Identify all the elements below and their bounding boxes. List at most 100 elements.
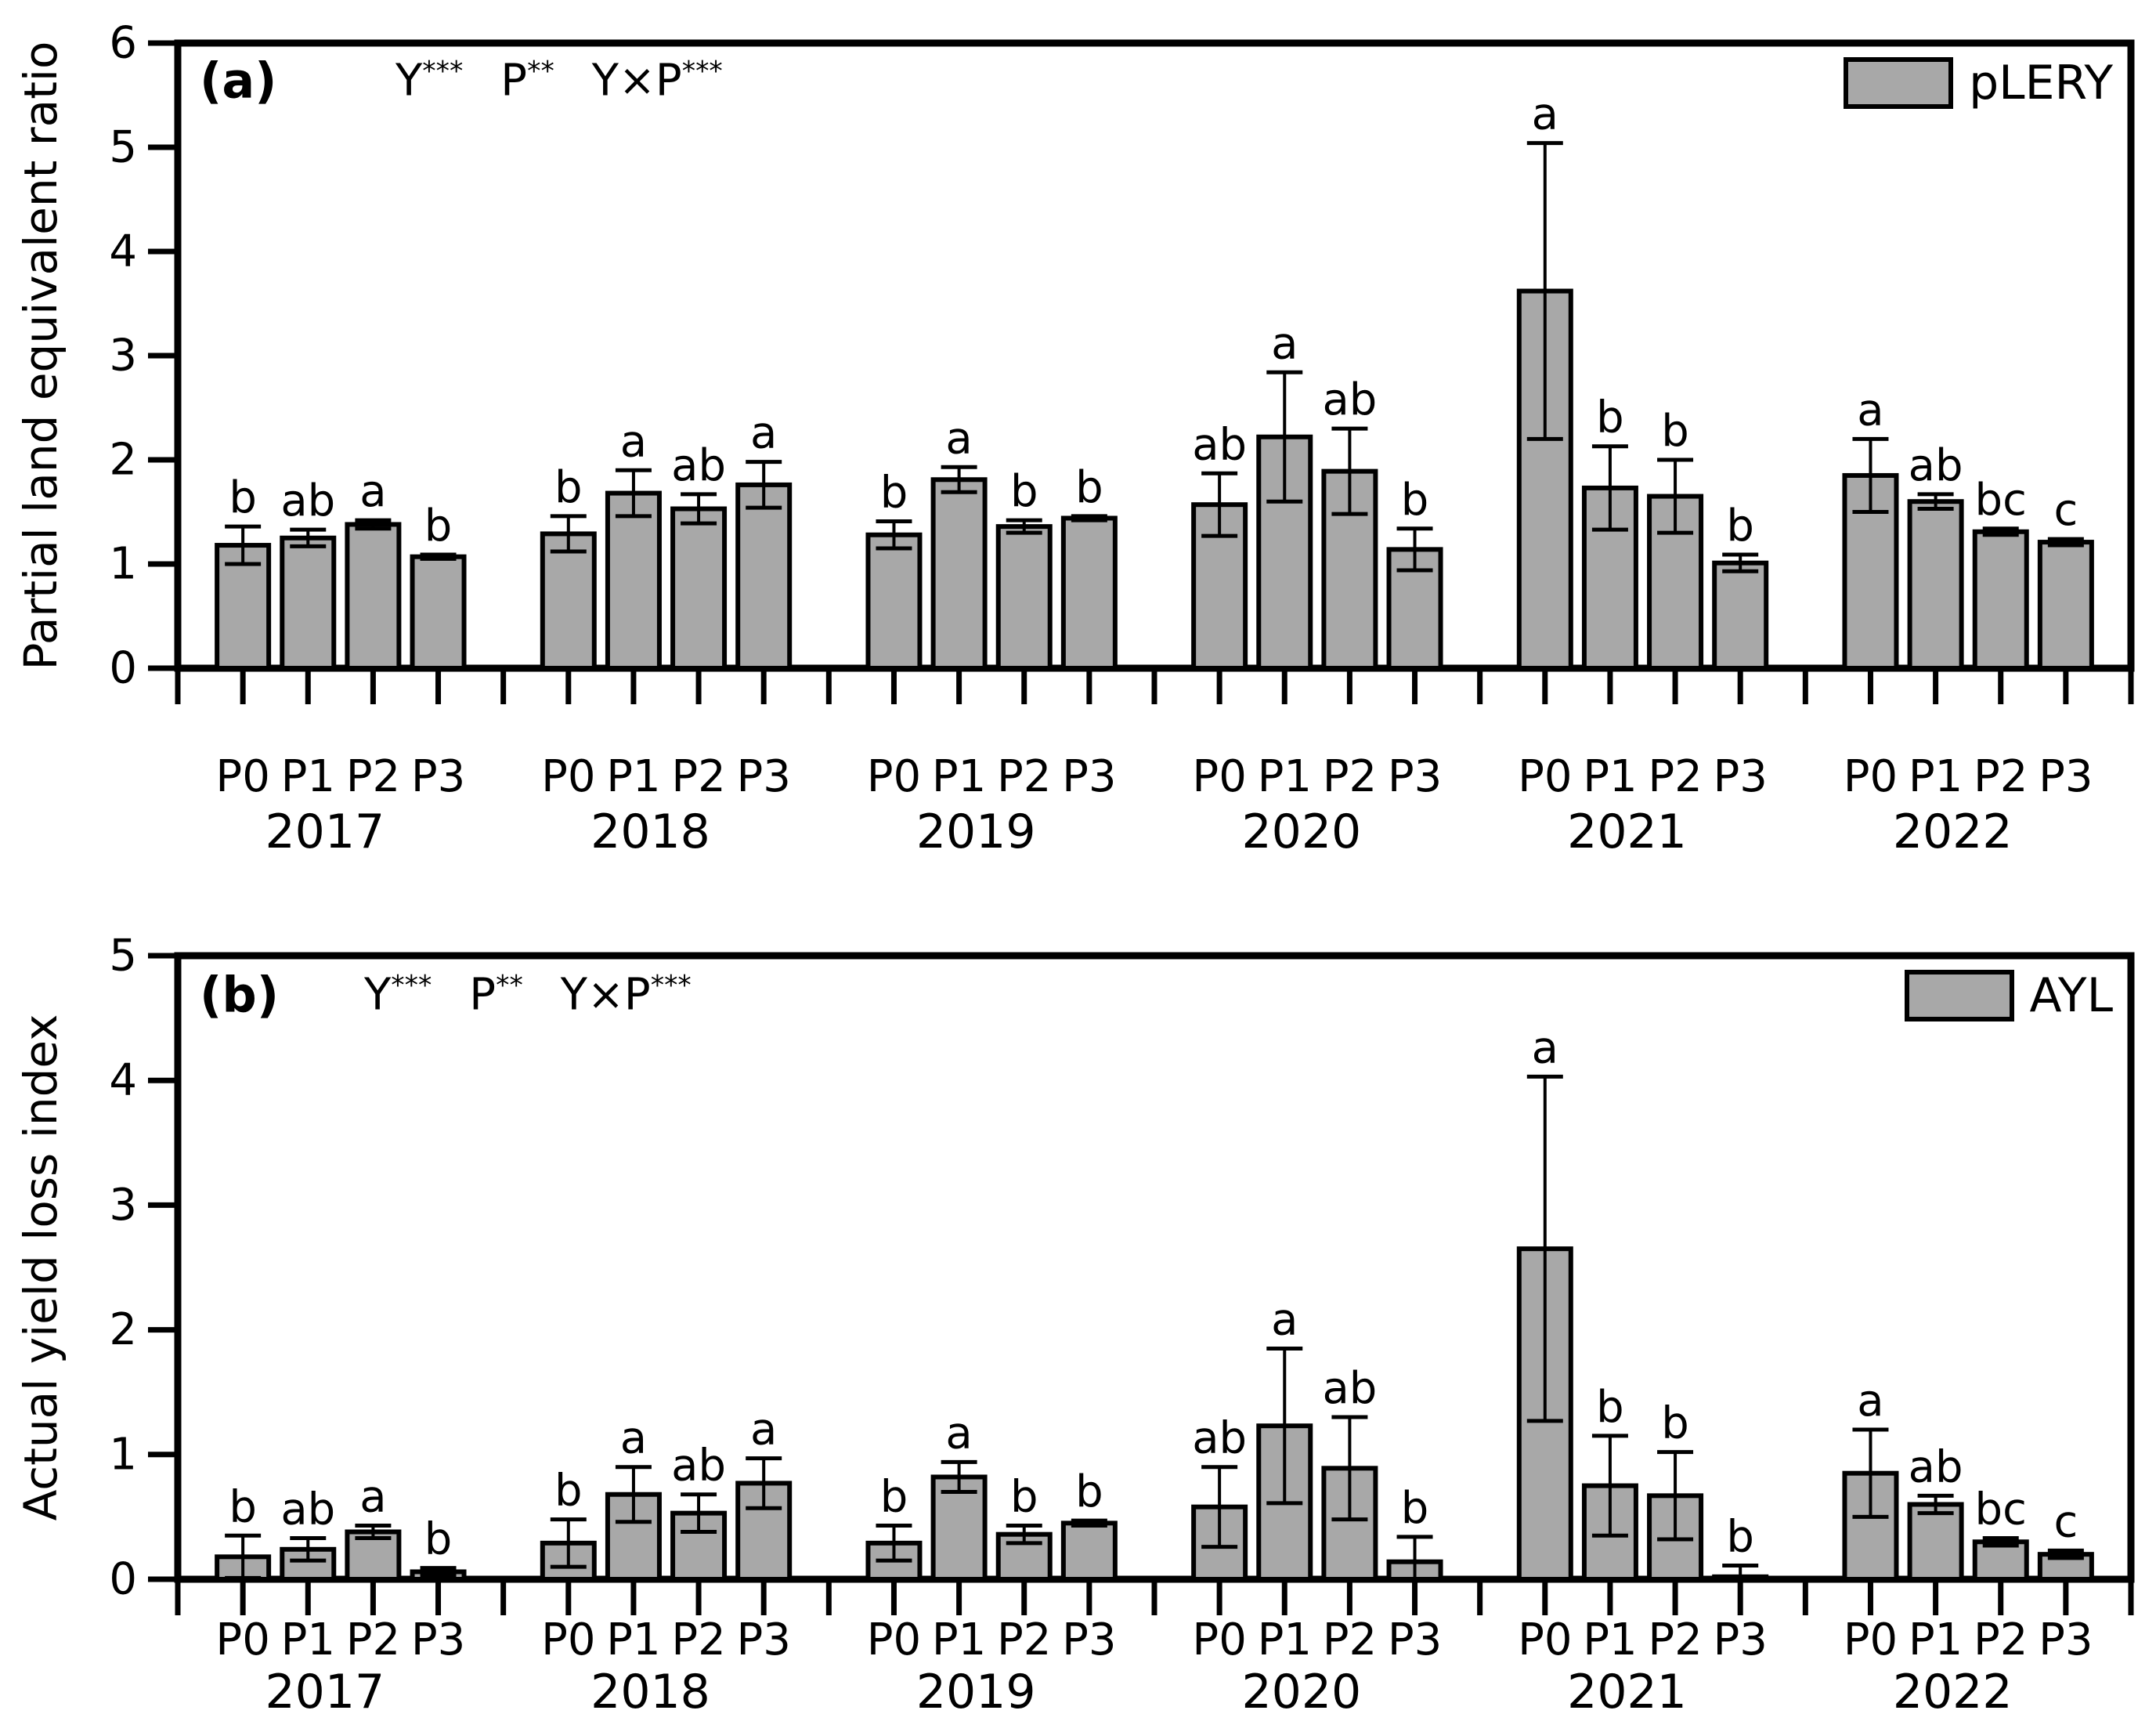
treatment-label: P1: [932, 751, 986, 802]
sig-letter: b: [554, 1466, 583, 1517]
treatment-label: P2: [1974, 751, 2028, 802]
y-tick-label: 4: [109, 1055, 137, 1106]
sig-letter: ab: [1192, 1413, 1247, 1464]
treatment-label: P1: [1909, 751, 1963, 802]
treatment-label: P2: [1648, 1614, 1702, 1665]
bar: [1907, 499, 1964, 671]
treatment-label: P2: [346, 1614, 400, 1665]
treatment-label: P3: [2039, 751, 2093, 802]
treatment-label: P3: [1713, 1614, 1767, 1665]
legend-label-pLERY: pLERY: [1969, 56, 2113, 110]
year-label: 2017: [265, 805, 385, 859]
year-label: 2022: [1893, 1665, 2013, 1719]
bar: [1060, 1520, 1118, 1582]
sig-letter: a: [359, 466, 386, 517]
year-label: 2022: [1893, 805, 2013, 859]
treatment-label: P3: [736, 1614, 790, 1665]
treatment-label: P3: [1388, 751, 1442, 802]
treatment-label: P3: [736, 751, 790, 802]
year-label: 2020: [1241, 1665, 1361, 1719]
treatment-label: P0: [867, 751, 921, 802]
y-tick-label: 3: [109, 1180, 137, 1231]
sig-letter: ab: [1322, 1363, 1377, 1414]
y-tick-label: 2: [109, 1304, 137, 1355]
anova-term-year: Y***: [364, 969, 432, 1021]
panel-a-letter: (a): [200, 52, 277, 110]
bar: [410, 554, 467, 671]
treatment-label: P2: [1323, 1614, 1377, 1665]
sig-letter: ab: [1192, 419, 1247, 470]
sig-letter: b: [1010, 466, 1038, 517]
treatment-label: P2: [1323, 751, 1377, 802]
sig-letter: a: [620, 416, 647, 467]
treatment-label: P0: [1844, 751, 1898, 802]
treatment-label: P3: [2039, 1614, 2093, 1665]
sig-letter: ab: [1322, 374, 1377, 425]
sig-letter: ab: [280, 475, 335, 526]
plot-frame: [174, 39, 2135, 672]
legend-label-AYL: AYL: [2029, 968, 2113, 1023]
treatment-label: P1: [606, 1614, 660, 1665]
sig-letter: b: [1075, 462, 1103, 513]
bar: [995, 524, 1053, 671]
sig-letter: b: [1726, 501, 1754, 551]
sig-letter: b: [554, 462, 583, 513]
treatment-label: P3: [1713, 751, 1767, 802]
treatment-label: P1: [1583, 1614, 1637, 1665]
sig-letter: ab: [1909, 1441, 1963, 1492]
treatment-label: P0: [1844, 1614, 1898, 1665]
sig-letter: b: [1661, 406, 1689, 457]
bar: [930, 477, 988, 671]
sig-letter: ab: [671, 440, 726, 491]
sig-letter: a: [359, 1472, 386, 1523]
sig-letter: b: [1726, 1511, 1754, 1562]
sig-letter: ab: [671, 1441, 726, 1492]
bar: [1060, 515, 1118, 671]
sig-letter: a: [1532, 1022, 1558, 1073]
treatment-label: P0: [541, 751, 595, 802]
year-label: 2019: [916, 1665, 1036, 1719]
treatment-label: P2: [997, 1614, 1051, 1665]
panel-a-y-axis-title: Partial land equivalent ratio: [14, 41, 67, 671]
sig-letter: bc: [1975, 1484, 2027, 1535]
bar: [1907, 1502, 1964, 1582]
sig-letter: b: [1075, 1466, 1103, 1517]
sig-letter: b: [1661, 1398, 1689, 1449]
sig-letter: b: [1401, 1483, 1429, 1534]
sig-letter: a: [945, 413, 972, 464]
sig-letter: ab: [280, 1484, 335, 1535]
anova-term-year: Y***: [395, 55, 464, 107]
sig-letter: a: [1271, 1294, 1298, 1345]
y-tick-label: 1: [109, 1429, 137, 1480]
treatment-label: P0: [867, 1614, 921, 1665]
bar: [345, 522, 402, 671]
year-label: 2018: [590, 805, 710, 859]
treatment-label: P1: [281, 751, 335, 802]
sig-letter: a: [620, 1413, 647, 1464]
sig-letter: a: [750, 408, 777, 459]
panel-a-legend: pLERY: [1844, 57, 2113, 109]
treatment-label: P2: [671, 751, 725, 802]
anova-term-treatment: P**: [469, 969, 523, 1021]
panel-b-legend: AYL: [1904, 968, 2113, 1023]
sig-letter: bc: [1975, 475, 2027, 526]
y-tick-label: 2: [109, 435, 137, 486]
treatment-label: P1: [1258, 1614, 1312, 1665]
treatment-label: P3: [1062, 751, 1116, 802]
treatment-label: P0: [215, 1614, 269, 1665]
y-tick-label: 6: [109, 18, 137, 69]
bar: [865, 532, 923, 671]
bar: [670, 506, 728, 671]
year-label: 2021: [1567, 805, 1687, 859]
sig-letter: a: [1857, 1376, 1883, 1426]
year-label: 2017: [265, 1665, 385, 1719]
y-tick-label: 3: [109, 331, 137, 381]
bar: [280, 535, 337, 671]
y-tick-label: 5: [109, 122, 137, 173]
sig-letter: b: [424, 501, 453, 551]
sig-letter: ab: [1909, 440, 1963, 491]
year-label: 2020: [1241, 805, 1361, 859]
y-tick-label: 0: [109, 1554, 137, 1605]
treatment-label: P1: [281, 1614, 335, 1665]
